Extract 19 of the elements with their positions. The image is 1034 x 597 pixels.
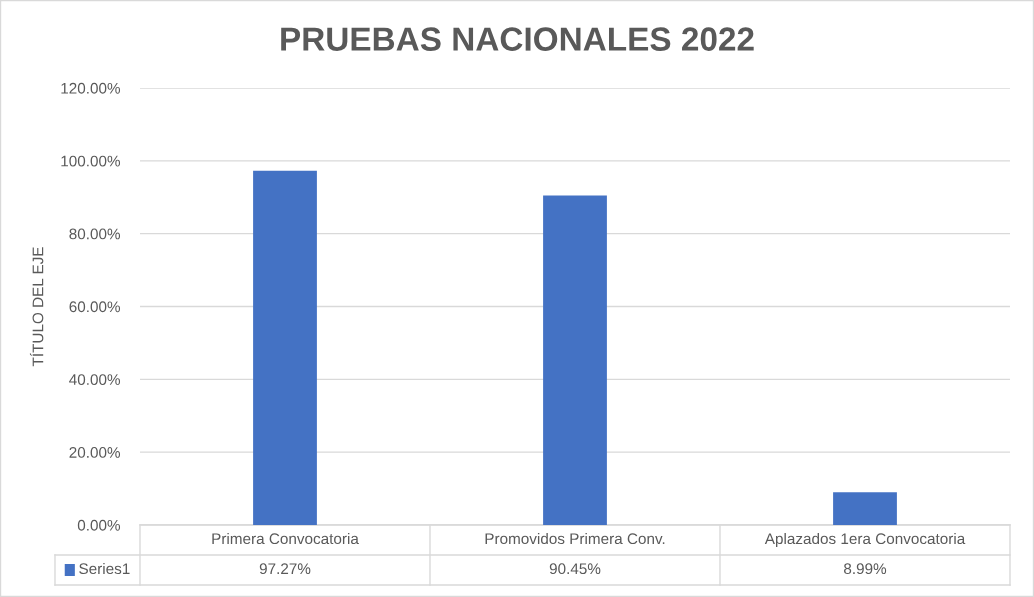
y-tick-label: 80.00% bbox=[69, 228, 121, 240]
chart-title: PRUEBAS NACIONALES 2022 bbox=[281, 27, 754, 51]
y-tick-label: 40.00% bbox=[69, 374, 121, 386]
y-tick-label: 120.00% bbox=[61, 82, 121, 94]
y-tick-label: 20.00% bbox=[69, 447, 121, 458]
y-axis-title: TÍTULO DEL EJE bbox=[29, 247, 44, 367]
bar bbox=[543, 195, 607, 525]
x-tick-label: Aplazados 1era Convocatoria bbox=[764, 532, 966, 548]
x-tick-label: Primera Convocatoria bbox=[212, 532, 359, 545]
legend-label: Series1 bbox=[79, 562, 130, 575]
y-tick-label: 100.00% bbox=[61, 155, 121, 167]
y-tick-label: 0.00% bbox=[77, 519, 121, 531]
data-label: 97.27% bbox=[259, 563, 311, 575]
data-label: 8.99% bbox=[844, 563, 887, 575]
x-tick-label: Promovidos Primera Conv. bbox=[485, 532, 665, 545]
bar bbox=[833, 492, 897, 525]
bar bbox=[253, 170, 317, 525]
y-tick-label: 60.00% bbox=[69, 301, 121, 313]
data-label: 90.45% bbox=[549, 563, 601, 575]
